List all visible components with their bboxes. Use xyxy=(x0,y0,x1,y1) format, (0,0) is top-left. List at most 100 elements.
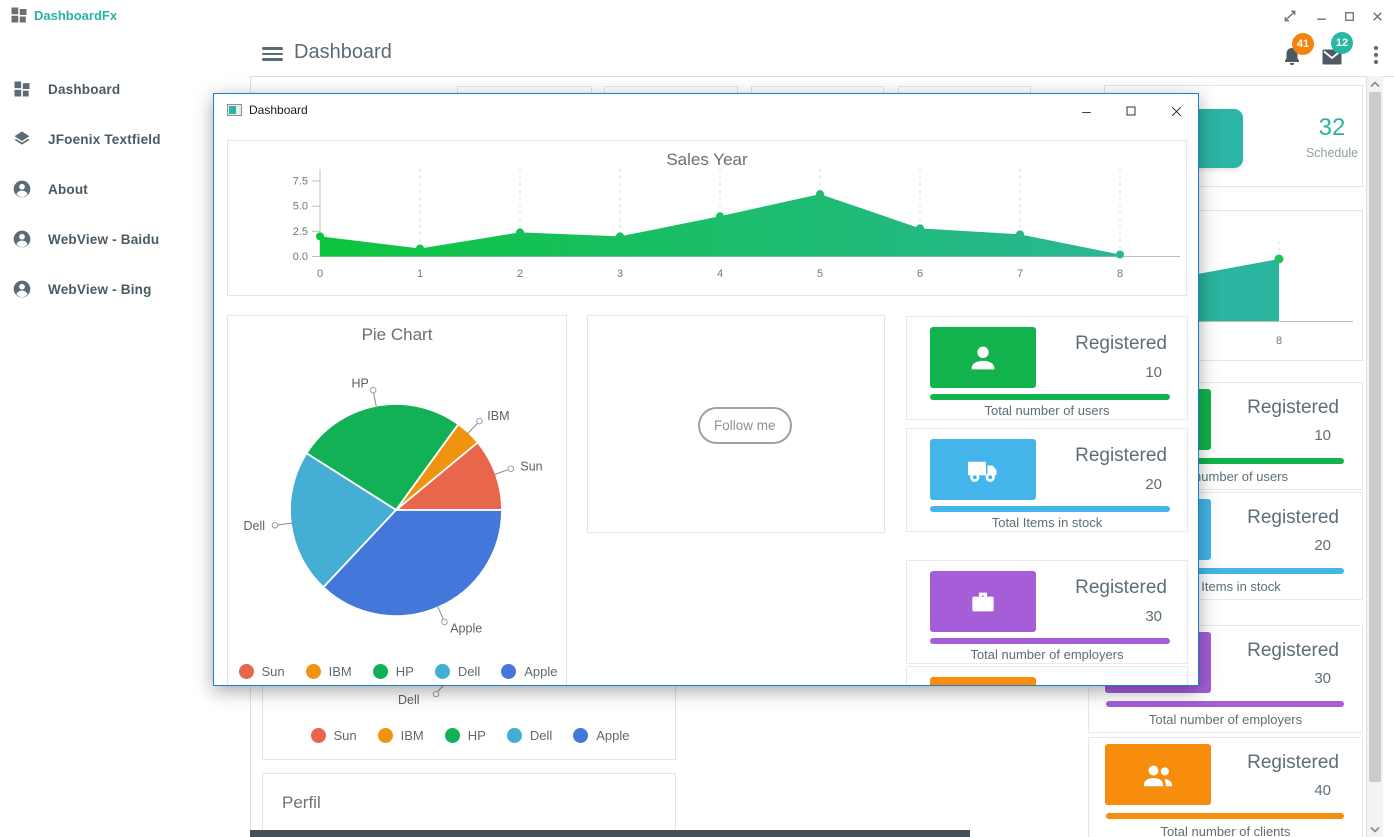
legend-swatch xyxy=(238,664,254,679)
stat-caption: Total number of clients xyxy=(1160,824,1291,837)
stat-caption: Total number of users xyxy=(984,403,1110,418)
legend-item-dell[interactable]: Dell xyxy=(506,728,553,743)
stat-label: Registered xyxy=(1247,507,1339,528)
sidebar-item-about[interactable]: About xyxy=(0,169,249,209)
user-icon-tile xyxy=(930,327,1036,388)
pie-label-leader xyxy=(432,685,445,698)
maximize-window-icon[interactable] xyxy=(1340,7,1358,25)
legend-item-ibm[interactable]: IBM xyxy=(377,728,424,743)
group-icon-tile xyxy=(930,677,1036,685)
stat-card-employers: Registered 30 Total number of employers xyxy=(906,560,1188,664)
scroll-up-icon[interactable] xyxy=(1369,78,1381,90)
svg-text:0.0: 0.0 xyxy=(293,251,308,263)
dashboard-grid-icon xyxy=(14,81,30,97)
stat-value: 40 xyxy=(1314,782,1331,799)
messages-mail-icon[interactable] xyxy=(1320,45,1344,69)
legend-item-apple[interactable]: Apple xyxy=(573,728,629,743)
legend-swatch xyxy=(501,664,517,679)
dashboard-dialog: Dashboard Sales Year 0 1 2 3 4 5 6 7 8 0.0 2.5 5.0 7… xyxy=(213,93,1199,686)
legend-swatch xyxy=(573,728,589,743)
app-logo-icon xyxy=(11,7,27,23)
legend-item-hp[interactable]: HP xyxy=(372,664,414,679)
svg-text:2: 2 xyxy=(517,268,523,280)
legend-label: Apple xyxy=(596,728,630,743)
minimize-window-icon[interactable] xyxy=(1312,7,1330,25)
briefcase-icon xyxy=(972,592,994,611)
legend-label: Dell xyxy=(529,728,553,743)
svg-text:4: 4 xyxy=(717,268,723,280)
sidebar-item-label: About xyxy=(48,181,88,197)
legend-swatch xyxy=(444,728,460,743)
sidebar-item-webview-baidu[interactable]: WebView - Baidu xyxy=(0,219,249,259)
sidebar-item-label: WebView - Baidu xyxy=(48,231,160,247)
overflow-menu-icon[interactable] xyxy=(1368,43,1384,67)
legend-label: Sun xyxy=(333,728,357,743)
stat-underline xyxy=(1106,458,1344,464)
sidebar: Dashboard JFoenix Textfield About WebVie… xyxy=(0,31,251,837)
legend-item-apple[interactable]: Apple xyxy=(501,664,557,679)
stat-caption: Total number of employers xyxy=(970,647,1124,662)
legend-item-ibm[interactable]: IBM xyxy=(305,664,352,679)
schedule-count: 32 xyxy=(1318,114,1346,141)
page-title: Dashboard xyxy=(294,41,392,63)
svg-text:Dell: Dell xyxy=(243,519,265,533)
sidebar-item-label: JFoenix Textfield xyxy=(48,131,161,147)
stat-value: 10 xyxy=(1314,427,1331,444)
window-titlebar: DashboardFx xyxy=(0,0,1394,32)
legend-item-sun[interactable]: Sun xyxy=(310,728,357,743)
menu-toggle-icon[interactable] xyxy=(262,47,283,61)
person-icon xyxy=(13,230,31,248)
close-window-icon[interactable] xyxy=(1368,7,1386,25)
stat-card-clients: Registered 40 Total number of clients xyxy=(1088,737,1363,837)
legend-item-sun[interactable]: Sun xyxy=(238,664,285,679)
pie-chart-card: Pie Chart Sun IBM HP Dell Apple Sun IBM HP Dell… xyxy=(227,315,567,685)
stat-label: Registered xyxy=(1075,683,1167,685)
svg-text:7.5: 7.5 xyxy=(293,176,308,188)
svg-text:2.5: 2.5 xyxy=(293,226,308,238)
sidebar-item-label: WebView - Bing xyxy=(48,281,152,297)
vertical-scrollbar[interactable] xyxy=(1366,76,1383,837)
dialog-close-icon[interactable] xyxy=(1165,101,1187,121)
legend-swatch xyxy=(372,664,388,679)
follow-me-button[interactable]: Follow me xyxy=(698,407,792,444)
svg-text:0: 0 xyxy=(317,268,323,280)
stat-value: 30 xyxy=(1145,608,1162,625)
svg-text:Apple: Apple xyxy=(450,621,482,635)
background-pie-legend: Sun IBM HP Dell Apple xyxy=(263,728,677,743)
scroll-down-icon[interactable] xyxy=(1369,823,1381,835)
svg-text:5: 5 xyxy=(817,268,823,280)
dialog-minimize-icon[interactable] xyxy=(1075,101,1097,121)
briefcase-icon-tile xyxy=(930,571,1036,632)
stat-underline xyxy=(930,506,1170,512)
dialog-maximize-icon[interactable] xyxy=(1120,101,1142,121)
scrollbar-thumb[interactable] xyxy=(1369,92,1381,782)
stat-card-users: Registered 10 Total number of users xyxy=(906,316,1188,420)
legend-item-hp[interactable]: HP xyxy=(444,728,486,743)
sidebar-item-webview-bing[interactable]: WebView - Bing xyxy=(0,269,249,309)
stat-label: Registered xyxy=(1075,333,1167,354)
stat-value: 10 xyxy=(1145,364,1162,381)
stat-value: 30 xyxy=(1314,670,1331,687)
stat-label: Registered xyxy=(1247,640,1339,661)
person-icon xyxy=(13,180,31,198)
sales-year-card: Sales Year 0 1 2 3 4 5 6 7 8 0.0 2.5 5.0 7.5 xyxy=(227,140,1187,296)
expand-window-icon[interactable] xyxy=(1281,7,1299,25)
person-icon xyxy=(13,280,31,298)
sidebar-item-jfoenix-textfield[interactable]: JFoenix Textfield xyxy=(0,119,249,159)
sidebar-item-dashboard[interactable]: Dashboard xyxy=(0,69,249,109)
legend-label: IBM xyxy=(328,664,352,679)
pie-chart: Sun IBM HP Dell Apple xyxy=(243,376,542,635)
sidebar-item-label: Dashboard xyxy=(48,81,121,97)
legend-swatch xyxy=(377,728,393,743)
svg-text:Sun: Sun xyxy=(520,459,542,473)
svg-text:8: 8 xyxy=(1117,268,1123,280)
legend-item-dell[interactable]: Dell xyxy=(434,664,480,679)
svg-text:3: 3 xyxy=(617,268,623,280)
header: Dashboard 41 12 xyxy=(250,31,1394,77)
legend-swatch xyxy=(305,664,321,679)
dialog-titlebar[interactable]: Dashboard xyxy=(214,94,1198,127)
dialog-title: Dashboard xyxy=(249,103,308,117)
stat-underline xyxy=(1106,701,1344,707)
legend-label: Sun xyxy=(261,664,285,679)
